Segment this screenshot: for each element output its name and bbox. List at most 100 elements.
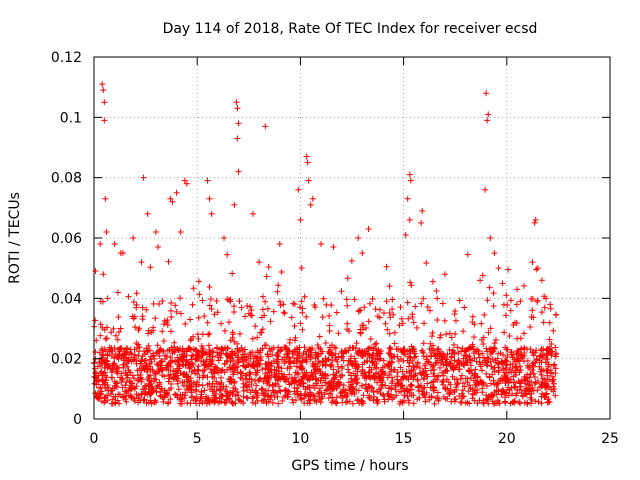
data-point: [297, 395, 304, 402]
data-point: [299, 354, 306, 361]
data-point: [386, 283, 393, 290]
data-point: [124, 371, 131, 378]
data-point: [207, 386, 214, 393]
data-point: [340, 382, 347, 389]
data-point: [503, 361, 510, 368]
data-point: [431, 385, 438, 392]
data-point: [235, 120, 242, 127]
data-point: [250, 393, 257, 400]
data-point: [233, 99, 240, 106]
data-point: [104, 295, 111, 302]
data-point: [543, 352, 550, 359]
data-point: [406, 216, 413, 223]
data-point: [102, 398, 109, 405]
data-point: [487, 345, 494, 352]
data-point: [202, 395, 209, 402]
data-point: [247, 303, 254, 310]
x-tick-label: 5: [193, 431, 202, 447]
data-point: [302, 357, 309, 364]
data-point: [542, 359, 549, 366]
data-point: [175, 361, 182, 368]
data-point: [133, 290, 140, 297]
data-point: [469, 343, 476, 350]
data-point: [412, 353, 419, 360]
data-point: [187, 387, 194, 394]
data-point: [183, 371, 190, 378]
data-point: [407, 350, 414, 357]
data-point: [397, 388, 404, 395]
data-point: [446, 346, 453, 353]
data-point: [97, 241, 104, 248]
data-point: [115, 314, 122, 321]
data-point: [111, 241, 118, 248]
data-point: [353, 363, 360, 370]
data-point: [140, 174, 147, 181]
data-point: [195, 314, 202, 321]
data-point: [165, 372, 172, 379]
data-point: [317, 399, 324, 406]
axis-ticks: [93, 56, 611, 420]
data-point: [258, 385, 265, 392]
data-point: [297, 320, 304, 327]
data-point: [265, 263, 272, 270]
data-point: [407, 383, 414, 390]
data-point: [194, 366, 201, 373]
data-point: [175, 386, 182, 393]
data-point: [217, 384, 224, 391]
data-point: [114, 383, 121, 390]
data-point: [299, 357, 306, 364]
data-point: [354, 379, 361, 386]
data-point: [485, 329, 492, 336]
data-point: [179, 353, 186, 360]
data-point: [120, 361, 127, 368]
data-point: [387, 314, 394, 321]
data-point: [366, 372, 373, 379]
data-point: [167, 354, 174, 361]
y-tick-label: 0.12: [51, 50, 82, 66]
data-point: [547, 305, 554, 312]
data-point: [526, 374, 533, 381]
data-point: [154, 342, 161, 349]
data-point: [373, 371, 380, 378]
data-point: [418, 300, 425, 307]
data-point: [449, 347, 456, 354]
data-point: [344, 302, 351, 309]
data-point: [205, 331, 212, 338]
data-point: [303, 313, 310, 320]
data-point: [132, 385, 139, 392]
data-point: [389, 296, 396, 303]
data-point: [455, 359, 462, 366]
data-point: [260, 397, 267, 404]
data-point: [150, 324, 157, 331]
data-point: [479, 367, 486, 374]
data-point: [284, 348, 291, 355]
data-point: [238, 354, 245, 361]
data-point: [399, 320, 406, 327]
data-point: [539, 379, 546, 386]
data-point: [175, 347, 182, 354]
data-point: [296, 392, 303, 399]
data-point: [517, 298, 524, 305]
data-point: [414, 359, 421, 366]
data-point: [463, 347, 470, 354]
data-point: [276, 370, 283, 377]
data-point: [100, 87, 107, 94]
data-point: [159, 297, 166, 304]
data-point: [156, 353, 163, 360]
data-point: [92, 390, 99, 397]
data-point: [144, 210, 151, 217]
data-point: [432, 394, 439, 401]
data-point: [206, 302, 213, 309]
data-point: [461, 383, 468, 390]
data-point: [433, 288, 440, 294]
data-point: [117, 345, 124, 352]
data-point: [544, 366, 551, 373]
data-point: [371, 362, 378, 369]
data-point: [159, 366, 166, 373]
data-point: [500, 351, 507, 358]
data-point: [408, 373, 415, 380]
data-point: [544, 399, 551, 406]
data-point: [483, 382, 490, 389]
data-point: [484, 297, 491, 304]
data-point: [249, 335, 256, 342]
